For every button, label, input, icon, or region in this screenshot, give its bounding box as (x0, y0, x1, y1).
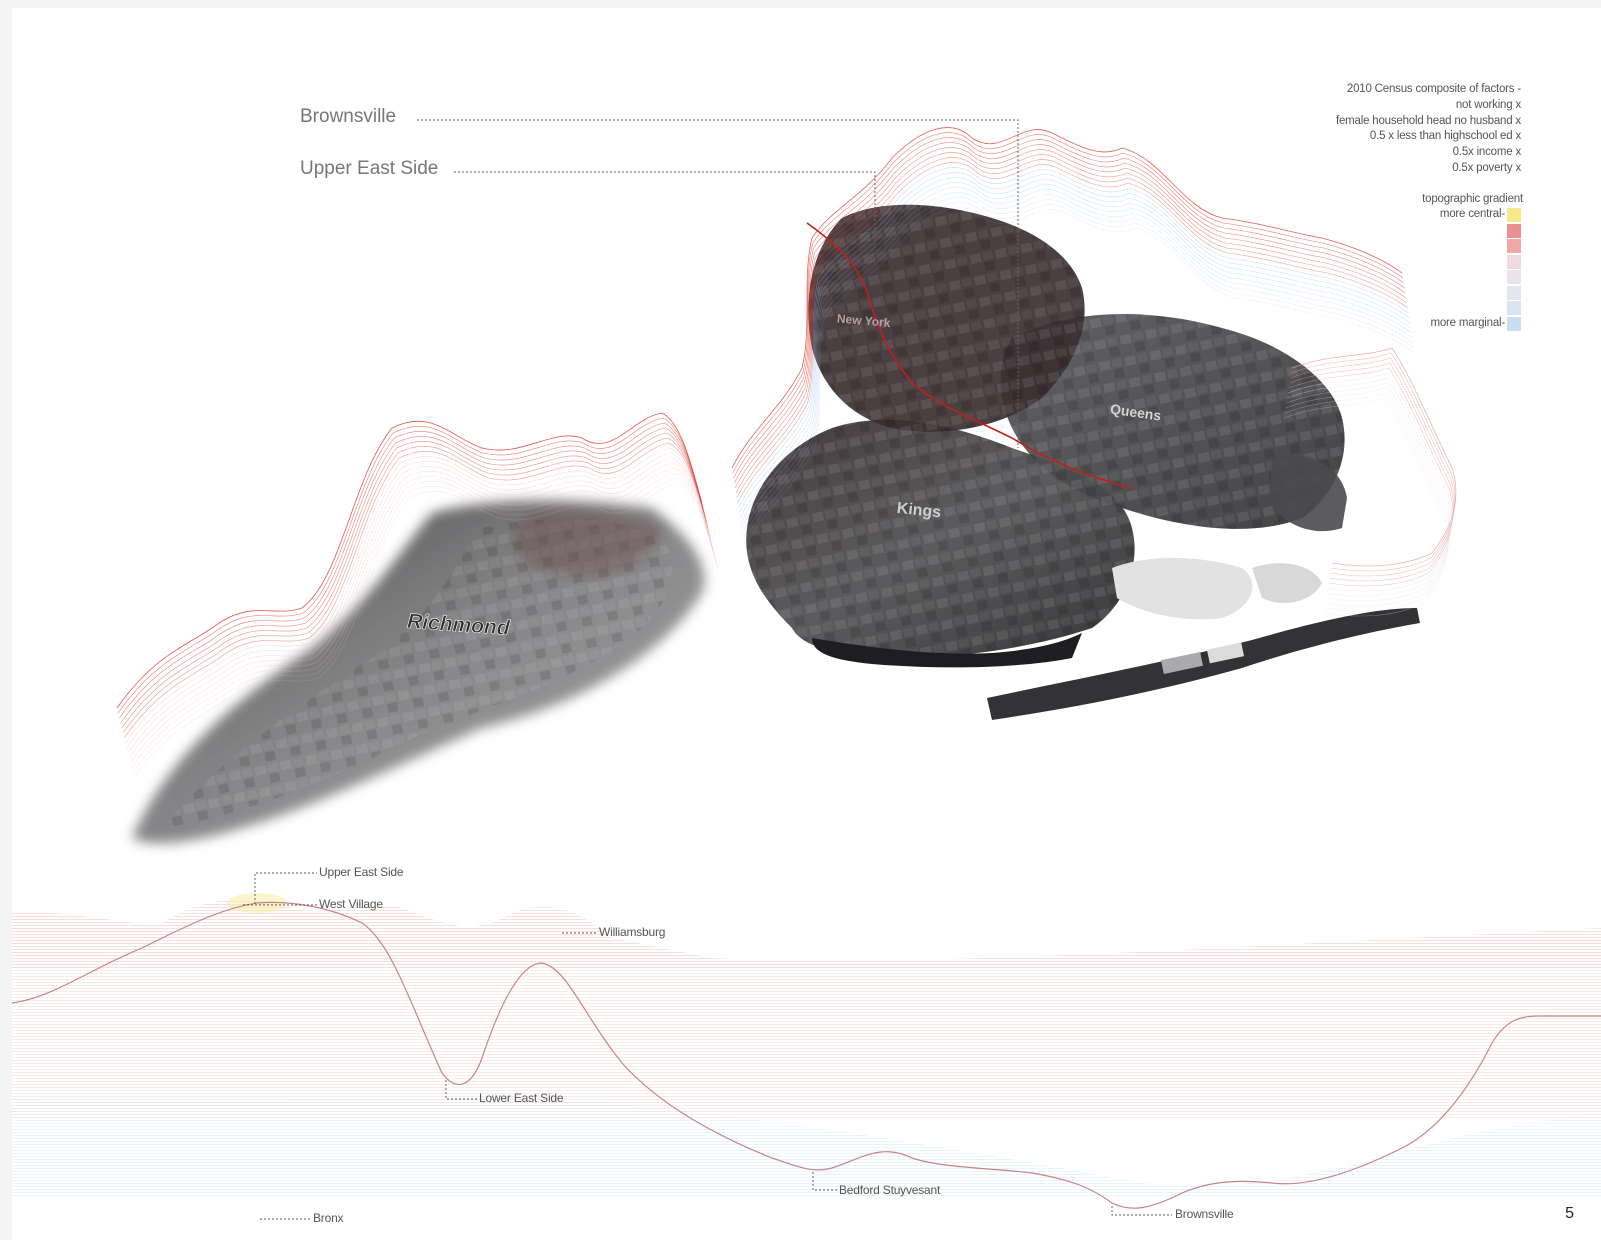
legend-swatch (1507, 223, 1521, 238)
contour-line (121, 432, 708, 729)
legend-line: 0.5x poverty x (1452, 161, 1521, 174)
topographic-map: Richmond Kings Queens New York (116, 119, 1457, 844)
contour-line (744, 207, 1415, 549)
map-label-kings: Kings (896, 500, 942, 522)
legend-line: 2010 Census composite of factors - (1346, 83, 1521, 95)
legend-swatch (1507, 270, 1521, 285)
legend-swatch (1507, 239, 1521, 254)
legend-swatch (1507, 301, 1521, 316)
profile-leaders (243, 872, 1172, 1220)
contour-line (122, 437, 709, 734)
legend-swatch (1507, 285, 1521, 300)
contour-line (735, 152, 1407, 494)
contour-lines-richmond (116, 412, 703, 709)
queens-landmass (1000, 314, 1347, 532)
legend-line: 0.5 x less than highschool ed x (1369, 130, 1521, 143)
profile-label-brownsville: Brownsville (1175, 1207, 1234, 1221)
kings-landmass (746, 419, 1135, 668)
legend-line: female household head no husband x (1335, 114, 1521, 127)
page-number: 5 (1565, 1205, 1574, 1222)
contour-line (740, 182, 1411, 524)
contour-line (742, 197, 1414, 539)
contour-line (120, 427, 706, 724)
contour-line (132, 477, 718, 774)
contour-line (1287, 372, 1453, 592)
contour-line (743, 202, 1415, 544)
contour-line (1287, 377, 1452, 597)
profile-band-lower (12, 1097, 1601, 1198)
contour-line (125, 447, 711, 744)
profile-label-bedford-stuyvesant: Bedford Stuyvesant (839, 1183, 941, 1197)
contour-line (733, 137, 1404, 479)
contour-line (119, 422, 705, 719)
map-label-new-york: New York (836, 311, 891, 330)
legend-row-central: more central- (1336, 208, 1521, 224)
contour-line (734, 142, 1405, 484)
contour-line (736, 157, 1407, 499)
callout-leaders (417, 119, 1019, 448)
legend-row-marginal: more marginal- (1336, 316, 1521, 332)
contour-line (126, 452, 712, 749)
contour-line (1283, 397, 1449, 617)
map-label-queens: Queens (1109, 401, 1162, 424)
contour-line (1290, 357, 1455, 577)
contour-line (1284, 392, 1449, 612)
profile-label-upper-east-side: Upper East Side (319, 865, 404, 879)
profile-band-upper (12, 899, 1601, 1118)
profile-label-williamsburg: Williamsburg (599, 925, 666, 939)
neighborhood-profile (12, 872, 1601, 1220)
legend-swatch (1507, 208, 1521, 223)
legend-swatch (1507, 316, 1521, 331)
profile-band-fade (12, 968, 1601, 1128)
contour-line (129, 467, 716, 764)
contour-line (128, 462, 715, 759)
legend-gradient-title: topographic gradient (1422, 192, 1523, 205)
profile-label-lower-east-side: Lower East Side (479, 1091, 564, 1105)
contour-line (1288, 367, 1453, 587)
contour-line (742, 192, 1413, 534)
contour-line (131, 472, 717, 769)
callout-brownsville: Brownsville (300, 106, 397, 127)
contour-line (738, 167, 1409, 509)
contour-line (127, 457, 714, 754)
contour-line (738, 172, 1410, 514)
map-page: Richmond Kings Queens New York Brownsvil… (12, 8, 1601, 1240)
legend: 2010 Census composite of factors - not w… (1335, 82, 1523, 332)
contour-line (1289, 362, 1454, 582)
contour-line (737, 162, 1408, 504)
legend-swatch (1507, 254, 1521, 269)
callout-upper-east-side: Upper East Side (300, 158, 439, 179)
contour-line (739, 177, 1411, 519)
legend-central-label: more central- (1439, 208, 1505, 221)
jamaica-bay-islands (987, 557, 1420, 720)
contour-lines-east (731, 127, 1457, 567)
contour-line (732, 132, 1403, 474)
contour-line (123, 442, 710, 739)
legend-marginal-label: more marginal- (1430, 316, 1505, 329)
contour-line (741, 187, 1412, 529)
contour-line (734, 147, 1406, 489)
legend-line: 0.5x income x (1452, 146, 1522, 159)
contour-line (1286, 382, 1451, 602)
profile-label-bronx: Bronx (313, 1211, 344, 1225)
contour-line (1291, 352, 1456, 572)
profile-label-west-village: West Village (319, 897, 383, 911)
profile-curve (12, 901, 1601, 1209)
contour-line (117, 417, 704, 714)
route-line (806, 222, 1133, 489)
new-york-landmass (808, 204, 1085, 432)
contour-line (1285, 387, 1450, 607)
contour-line (133, 482, 720, 779)
richmond-landmass (132, 500, 705, 844)
legend-line: not working x (1455, 98, 1521, 111)
